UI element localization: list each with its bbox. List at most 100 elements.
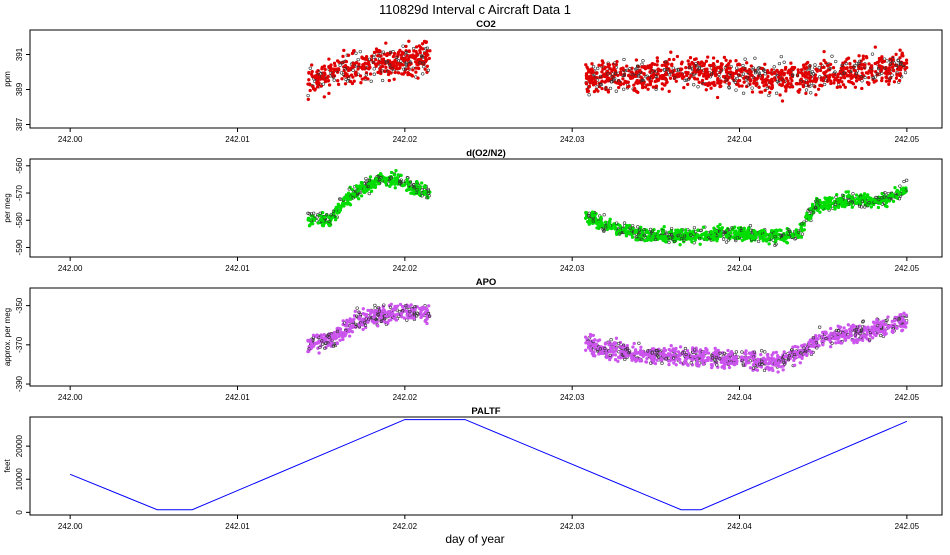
data-point <box>397 53 400 56</box>
data-point <box>613 66 616 69</box>
data-point <box>851 339 854 342</box>
data-point <box>742 64 745 67</box>
data-point <box>329 67 332 70</box>
data-point <box>357 197 360 200</box>
data-point <box>592 339 595 342</box>
data-point <box>752 357 755 360</box>
data-point <box>643 73 646 76</box>
data-point <box>892 200 895 203</box>
data-point <box>344 82 347 85</box>
data-point <box>729 67 732 70</box>
data-point <box>362 328 365 331</box>
data-point <box>775 351 778 354</box>
data-point <box>633 358 636 361</box>
data-point <box>374 304 377 307</box>
data-point <box>809 350 812 353</box>
data-point <box>836 86 839 89</box>
data-point <box>322 83 325 86</box>
data-point <box>744 58 747 61</box>
data-point <box>354 72 357 75</box>
y-tick-label: -570 <box>15 184 24 201</box>
data-point <box>702 226 705 229</box>
data-point <box>691 355 694 358</box>
data-point <box>625 226 628 229</box>
data-point <box>749 224 752 227</box>
data-point <box>847 336 850 339</box>
data-point <box>878 57 881 60</box>
data-point <box>774 359 777 362</box>
data-point <box>601 87 604 90</box>
data-point <box>324 68 327 71</box>
data-point <box>652 237 655 240</box>
data-point <box>609 87 612 90</box>
data-point <box>358 316 361 319</box>
data-point <box>609 218 612 221</box>
data-point <box>590 349 593 352</box>
data-point <box>828 196 831 199</box>
data-point <box>357 68 360 71</box>
data-point <box>704 83 707 86</box>
data-point <box>656 359 659 362</box>
data-point <box>610 338 613 341</box>
data-point <box>774 240 777 243</box>
data-point <box>805 74 808 77</box>
data-point <box>847 195 850 198</box>
data-point <box>784 236 787 239</box>
data-point <box>837 81 840 84</box>
data-point <box>787 71 790 74</box>
data-point <box>899 314 902 317</box>
data-point <box>652 347 655 350</box>
data-point <box>850 74 853 77</box>
data-point <box>591 211 594 214</box>
data-point <box>607 66 610 69</box>
data-point <box>881 55 884 58</box>
data-point <box>364 76 367 79</box>
data-point <box>375 177 378 180</box>
data-point <box>844 86 847 89</box>
data-point <box>729 60 732 63</box>
data-point <box>642 350 645 353</box>
data-point <box>698 81 701 84</box>
data-point <box>706 56 709 59</box>
data-point <box>763 63 766 66</box>
data-point <box>634 231 637 234</box>
data-point <box>387 73 390 76</box>
data-point <box>749 366 752 369</box>
data-point <box>864 201 867 204</box>
data-point <box>760 229 763 232</box>
data-point <box>351 82 354 85</box>
panel-o2n2: d(O2/N2) per meg -560-570-580-590 242.00… <box>3 148 942 273</box>
data-point <box>322 76 325 79</box>
data-point <box>669 51 672 54</box>
data-point <box>622 228 625 231</box>
data-point <box>367 67 370 70</box>
data-point <box>860 87 863 90</box>
data-point <box>311 222 314 225</box>
data-point <box>400 312 403 315</box>
data-point <box>622 77 625 80</box>
data-point <box>623 58 626 61</box>
data-point <box>417 67 420 70</box>
data-point <box>699 354 702 357</box>
data-point <box>889 325 892 328</box>
data-point <box>887 83 890 86</box>
data-point <box>685 74 688 77</box>
x-tick-label: 242.00 <box>58 135 83 144</box>
data-point <box>783 61 786 64</box>
data-point <box>592 334 595 337</box>
data-point <box>657 68 660 71</box>
data-point <box>804 71 807 74</box>
data-point <box>686 349 689 352</box>
data-point <box>822 343 825 346</box>
data-point <box>318 352 321 355</box>
data-point <box>886 60 889 63</box>
data-point <box>380 55 383 58</box>
data-point <box>407 40 410 43</box>
data-point <box>696 361 699 364</box>
x-tick-label: 242.02 <box>393 264 418 273</box>
data-point <box>650 80 653 83</box>
data-point <box>587 78 590 81</box>
data-point <box>850 77 853 80</box>
data-point <box>867 326 870 329</box>
